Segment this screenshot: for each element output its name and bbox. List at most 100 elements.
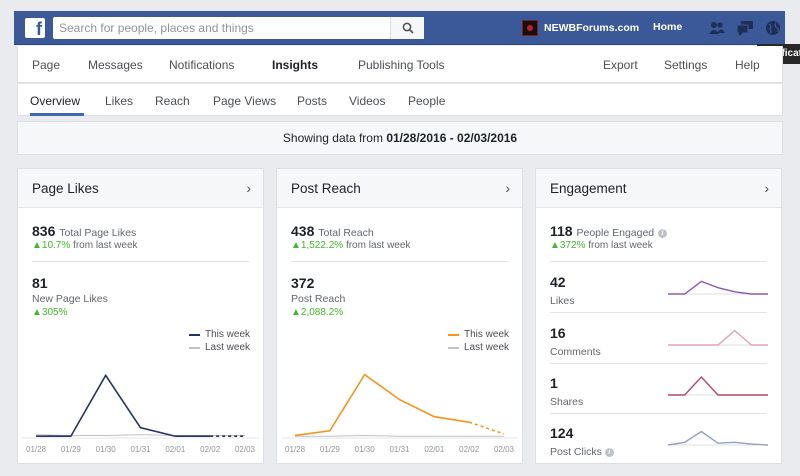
people-engaged: 118 People Engaged i <box>550 223 668 239</box>
total-page-likes-label: Total Page Likes <box>59 227 137 239</box>
engagement-value: 42 <box>550 274 566 290</box>
post-clicks-sparkline <box>667 430 769 446</box>
change-value: 2,088.2% <box>300 307 344 318</box>
x-tick-label: 02/02 <box>459 445 480 454</box>
engagement-value: 124 <box>550 425 574 441</box>
tab-videos[interactable]: Videos <box>349 94 386 108</box>
sparkline-line <box>668 329 768 346</box>
x-tick-label: 01/30 <box>354 445 375 454</box>
divider <box>550 312 767 313</box>
shares-sparkline <box>668 375 768 396</box>
x-tick-label: 01/29 <box>60 445 81 454</box>
nav-help[interactable]: Help <box>735 58 760 72</box>
change-suffix: from last week <box>588 240 653 251</box>
change-value: 372% <box>559 240 586 251</box>
x-tick-label: 01/30 <box>95 445 116 454</box>
home-link[interactable]: Home <box>653 21 683 33</box>
globe-notifications-icon[interactable] <box>764 20 782 36</box>
sparkline-line <box>667 430 769 446</box>
tab-reach[interactable]: Reach <box>155 94 190 108</box>
post-reach-card: Post Reach › 438 Total Reach ▲1,522.2% f… <box>276 168 523 464</box>
date-range-prefix: Showing data from <box>282 131 383 145</box>
page-avatar <box>522 20 538 36</box>
nav-messages[interactable]: Messages <box>88 58 143 72</box>
series-line-this-week <box>36 373 211 438</box>
legend-label: Last week <box>205 342 251 353</box>
divider <box>32 261 249 262</box>
up-arrow-icon: ▲ <box>291 307 301 318</box>
post-reach-change: ▲2,088.2% <box>291 307 343 318</box>
active-tab-indicator <box>30 113 84 116</box>
tab-likes[interactable]: Likes <box>105 94 134 108</box>
nav-publishing-tools[interactable]: Publishing Tools <box>358 58 445 72</box>
search-icon <box>402 22 414 34</box>
tab-overview[interactable]: Overview <box>30 94 81 108</box>
chevron-right-icon[interactable]: › <box>246 180 251 196</box>
search-input[interactable] <box>53 17 391 39</box>
chevron-right-icon[interactable]: › <box>764 180 769 196</box>
card-title: Post Reach <box>291 181 361 196</box>
page-likes-header[interactable]: Page Likes › <box>18 169 263 208</box>
series-line-last-week <box>295 434 504 437</box>
sparkline-line <box>668 375 768 396</box>
page-shortcut[interactable]: NEWBForums.com <box>522 19 639 37</box>
search-button[interactable] <box>390 17 424 39</box>
series-line-this-week <box>294 373 470 437</box>
date-range-value: 01/28/2016 - 02/03/2016 <box>386 131 518 145</box>
change-value: 305% <box>41 307 68 318</box>
tab-people[interactable]: People <box>408 94 446 108</box>
chevron-right-icon[interactable]: › <box>505 180 510 196</box>
insights-subnav: Overview Likes Reach Page Views Posts Vi… <box>17 83 783 116</box>
nav-insights[interactable]: Insights <box>272 58 319 72</box>
page-nav: Page Messages Notifications Insights Pub… <box>17 46 783 83</box>
engagement-label: Likes <box>550 295 575 307</box>
up-arrow-icon: ▲ <box>32 240 42 251</box>
total-page-likes: 836 Total Page Likes <box>32 223 136 239</box>
info-icon[interactable]: i <box>658 229 668 238</box>
legend-this-week: This week <box>189 329 250 340</box>
likes-sparkline <box>668 280 768 295</box>
x-tick-label: 02/01 <box>424 445 445 454</box>
engagement-value: 16 <box>550 325 566 341</box>
friend-requests-icon[interactable] <box>708 20 726 36</box>
nav-settings[interactable]: Settings <box>664 58 708 72</box>
legend-swatch <box>448 333 459 336</box>
card-title: Page Likes <box>32 181 99 196</box>
divider <box>291 261 508 262</box>
total-likes-change: ▲10.7% from last week <box>32 240 138 251</box>
tab-posts[interactable]: Posts <box>297 94 328 108</box>
nav-export[interactable]: Export <box>603 58 638 72</box>
info-icon[interactable]: i <box>604 448 614 457</box>
up-arrow-icon: ▲ <box>291 240 301 251</box>
legend-label: This week <box>464 329 510 340</box>
x-tick-label: 01/28 <box>285 445 306 454</box>
date-range-banner: Showing data from 01/28/2016 - 02/03/201… <box>17 121 783 155</box>
tab-page-views[interactable]: Page Views <box>213 94 277 108</box>
nav-notifications[interactable]: Notifications <box>169 58 235 72</box>
total-reach-value: 438 <box>291 223 315 239</box>
nav-page[interactable]: Page <box>32 58 61 72</box>
post-reach-value: 372 <box>291 275 315 291</box>
legend-this-week: This week <box>448 329 509 340</box>
post-reach-header[interactable]: Post Reach › <box>277 169 522 208</box>
legend-swatch <box>189 346 200 349</box>
x-tick-label: 02/01 <box>165 445 186 454</box>
legend-swatch <box>189 333 200 336</box>
x-axis-labels: 01/28 01/29 01/30 01/31 02/01 02/02 02/03 <box>26 445 255 454</box>
post-reach-label: Post Reach <box>291 293 346 305</box>
x-tick-label: 02/03 <box>493 445 514 454</box>
card-title: Engagement <box>550 181 627 196</box>
change-value: 10.7% <box>41 240 71 251</box>
new-page-likes-value: 81 <box>32 275 48 291</box>
messages-icon[interactable] <box>736 20 754 36</box>
change-suffix: from last week <box>73 240 138 251</box>
engagement-header[interactable]: Engagement › <box>536 169 781 208</box>
engagement-label: Post Clicks i <box>550 446 614 458</box>
engagement-value: 1 <box>550 375 558 391</box>
legend-last-week: Last week <box>189 342 250 353</box>
facebook-logo-icon[interactable]: f <box>25 18 45 38</box>
engagement-label: Comments <box>550 346 601 358</box>
new-page-likes-label: New Page Likes <box>32 293 108 305</box>
total-reach-change: ▲1,522.2% from last week <box>291 240 410 251</box>
post-reach-chart <box>281 373 518 439</box>
